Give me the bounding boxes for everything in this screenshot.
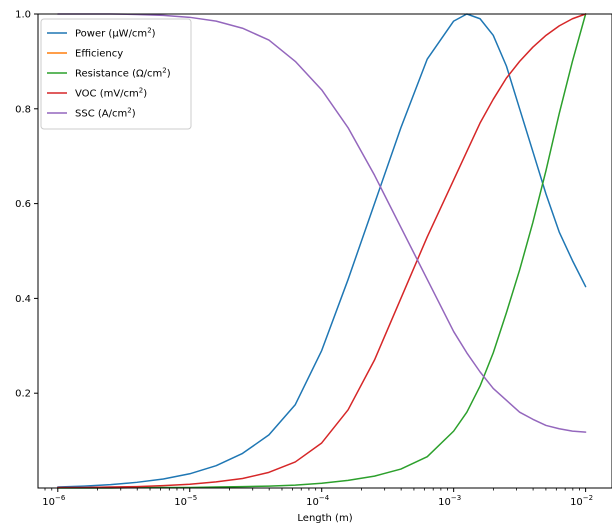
x-axis: 10−6 10−5 10−4 10−3 10−2 [42, 488, 593, 508]
legend-label: Efficiency [75, 49, 123, 60]
y-tick-label: 0.6 [15, 199, 31, 210]
legend-label: SSC (A/cm2) [75, 107, 136, 120]
series-line [57, 13, 587, 433]
legend-label: Power (μW/cm2) [75, 27, 156, 40]
y-tick-label: 0.8 [15, 104, 31, 115]
x-tick-label: 10−3 [438, 494, 461, 508]
plot-frame [37, 13, 612, 489]
x-tick-label: 10−5 [174, 494, 197, 508]
x-tick-label: 10−2 [570, 494, 593, 508]
y-axis: 0.2 0.4 0.6 0.8 1.0 [15, 10, 38, 400]
series-line [57, 13, 587, 489]
legend-label: VOC (mV/cm2) [75, 87, 147, 100]
x-axis-label: Length (m) [297, 513, 352, 524]
x-tick-label: 10−4 [306, 494, 330, 508]
x-tick-label: 10−6 [42, 494, 66, 508]
y-tick-label: 0.4 [15, 294, 31, 305]
y-tick-label: 0.2 [15, 389, 31, 400]
legend-box [40, 18, 192, 130]
legend-label: Resistance (Ω/cm2) [75, 67, 171, 80]
series-line [57, 13, 587, 488]
y-tick-label: 1.0 [15, 10, 31, 21]
legend: Power (μW/cm2) Efficiency Resistance (Ω/cm… [40, 18, 192, 130]
